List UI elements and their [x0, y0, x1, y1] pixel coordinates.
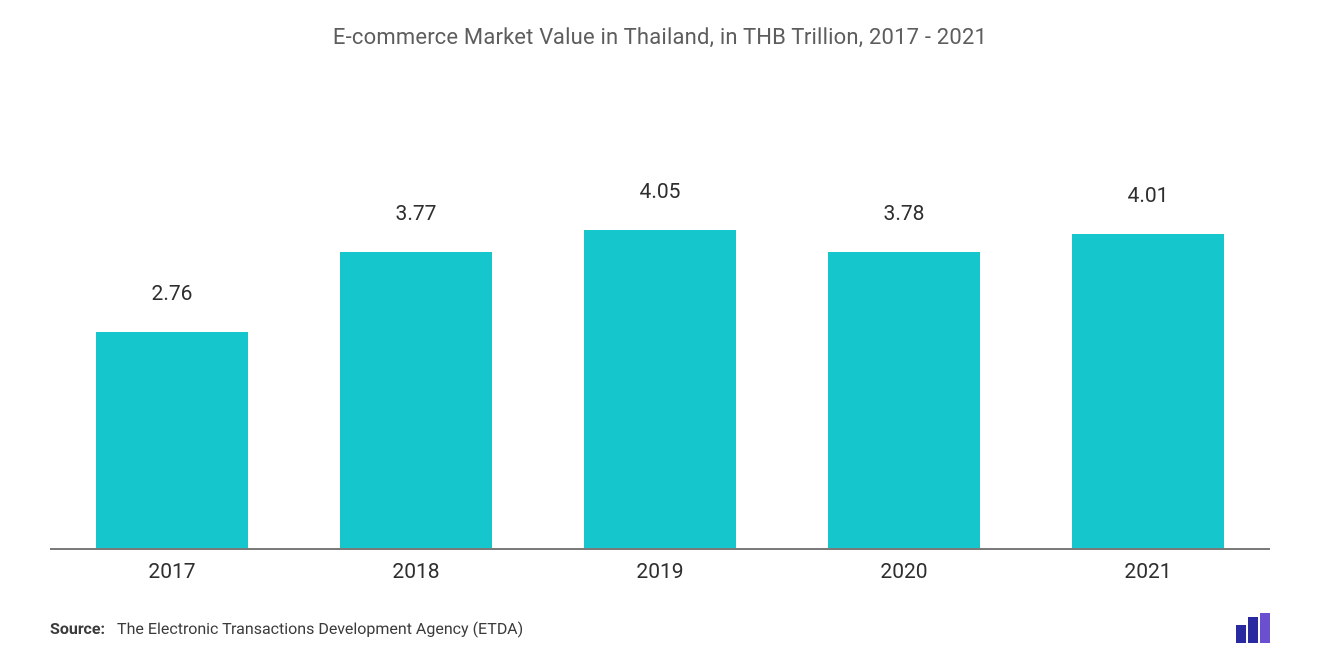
logo-bar-icon: [1236, 625, 1246, 643]
bar-chart: 2.76 3.774.053.784.01: [50, 150, 1270, 550]
bar: [828, 252, 979, 548]
source-text: The Electronic Transactions Development …: [117, 619, 523, 638]
source-line: Source: The Electronic Transactions Deve…: [50, 619, 523, 638]
source-label: Source:: [50, 619, 105, 638]
x-tick-label: 2019: [538, 550, 782, 584]
bar-value-label: 2.76: [50, 282, 294, 306]
bar-value-label: 4.05: [538, 180, 782, 204]
x-tick-label: 2017: [50, 550, 294, 584]
x-axis-ticks: 20172018201920202021: [50, 550, 1270, 584]
logo-bar-icon: [1248, 617, 1258, 643]
logo-bar-icon: [1260, 613, 1270, 643]
bar-slot: 4.01: [1026, 150, 1270, 548]
bar: [96, 332, 247, 548]
bar: [340, 252, 491, 548]
mordor-logo-icon: [1236, 613, 1270, 643]
bar-value-label: 3.77: [294, 202, 538, 226]
bar-value-label: 3.78: [782, 202, 1026, 226]
bar-value-label: 4.01: [1026, 184, 1270, 208]
bar: [584, 230, 735, 548]
chart-title: E-commerce Market Value in Thailand, in …: [50, 25, 1270, 50]
x-tick-label: 2020: [782, 550, 1026, 584]
bar-slot: 4.05: [538, 150, 782, 548]
bar-slot: 2.76: [50, 150, 294, 548]
bar-slot: 3.78: [782, 150, 1026, 548]
x-tick-label: 2021: [1026, 550, 1270, 584]
chart-footer: Source: The Electronic Transactions Deve…: [50, 613, 1270, 643]
x-tick-label: 2018: [294, 550, 538, 584]
bar-slot: 3.77: [294, 150, 538, 548]
bar: [1072, 234, 1223, 549]
